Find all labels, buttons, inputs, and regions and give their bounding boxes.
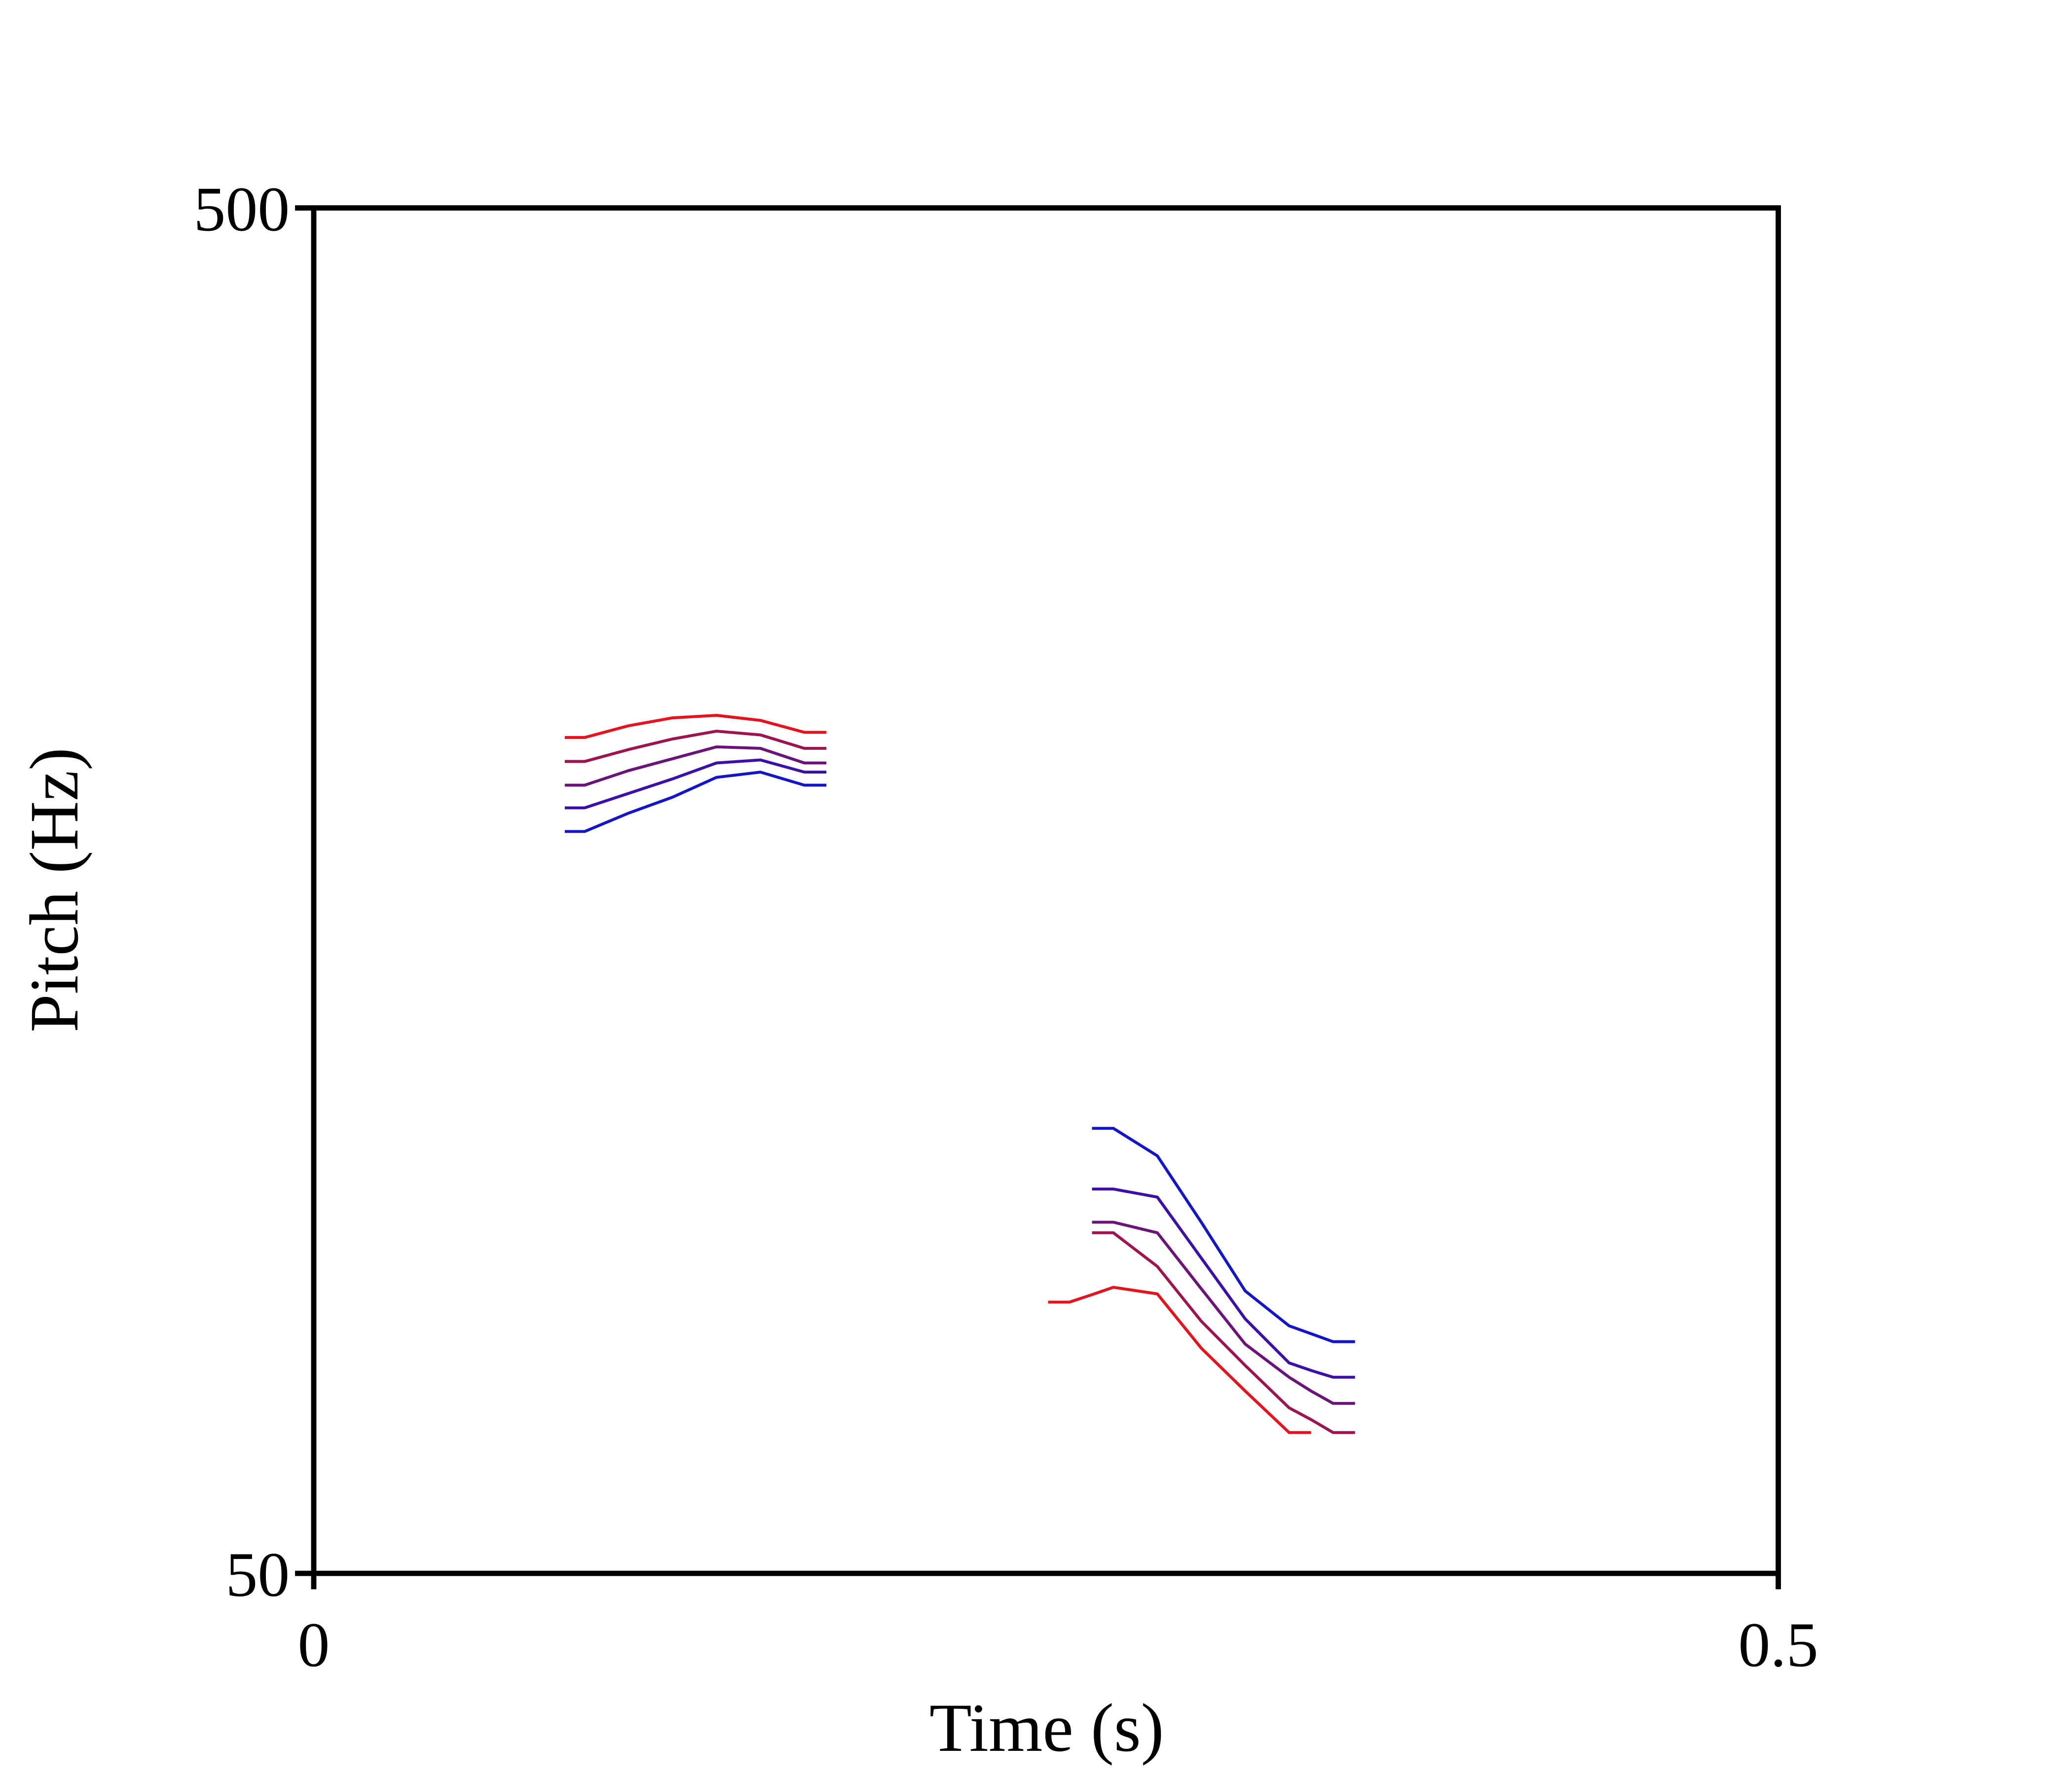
plot-frame [311,205,1781,1576]
pitch-line [564,771,1355,1343]
y-tick-label: 500 [193,174,290,244]
x-axis-label: Time (s) [929,1690,1164,1766]
pitch-line [564,730,1355,1434]
x-tick-label: 0 [297,1610,330,1680]
pitch-line [564,758,1355,1379]
y-tick-label: 50 [225,1539,290,1609]
y-axis-label: Pitch (Hz) [16,747,93,1033]
pitch-line [564,745,1355,1405]
pitch-line [564,714,1311,1434]
x-tick-label: 0.5 [1738,1610,1818,1680]
